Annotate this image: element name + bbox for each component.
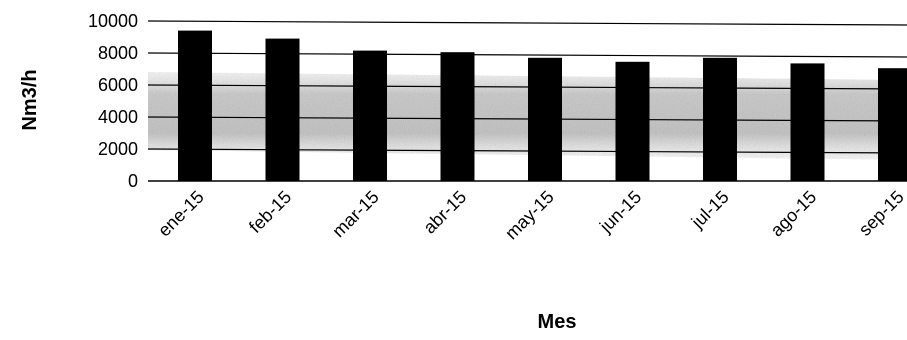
x-tick-label: ene-15 (154, 187, 208, 241)
x-tick-label: jul-15 (687, 187, 733, 233)
x-tick-labels: ene-15 feb-15 mar-15 abr-15 may-15 jun-15 jul-… (154, 187, 907, 244)
bar-sep-15 (878, 68, 907, 181)
gridline (147, 52, 907, 58)
x-tick-label: feb-15 (245, 187, 295, 237)
x-axis-title: Mes (538, 311, 577, 333)
x-tick-label: mar-15 (328, 187, 382, 241)
gridline (147, 20, 907, 26)
y-tick-label: 2000 (98, 139, 138, 159)
x-tick-label: abr-15 (419, 187, 470, 238)
y-tick-labels: 0 2000 4000 6000 8000 10000 (88, 11, 138, 191)
x-tick-label: sep-15 (855, 187, 907, 240)
y-tick-label: 8000 (98, 43, 138, 63)
bar-ago-15 (790, 63, 825, 181)
x-tick-label: ago-15 (767, 187, 821, 241)
x-tick-label: jun-15 (595, 187, 645, 237)
bars (178, 30, 907, 182)
bar-abr-15 (440, 52, 475, 182)
bar-jul-15 (703, 57, 737, 181)
bar-may-15 (528, 57, 562, 181)
bar-jun-15 (615, 61, 650, 181)
bar-feb-15 (265, 38, 300, 181)
y-tick-label: 10000 (88, 11, 138, 31)
x-tick-label: may-15 (501, 187, 558, 244)
y-axis-title: Nm3/h (19, 69, 41, 130)
bar-mar-15 (353, 50, 387, 181)
y-tick-label: 6000 (98, 75, 138, 95)
y-tick-label: 0 (128, 171, 138, 191)
bar-ene-15 (178, 30, 212, 181)
y-tick-label: 4000 (98, 107, 138, 127)
